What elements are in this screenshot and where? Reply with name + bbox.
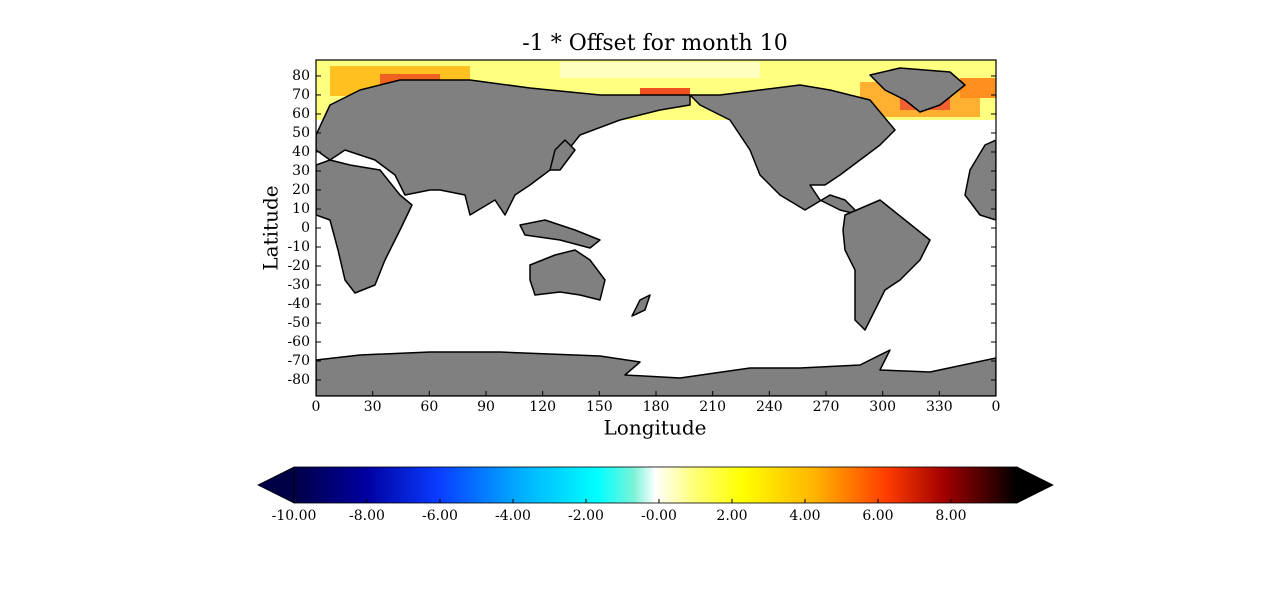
- y-tick-label: 20: [292, 182, 310, 198]
- x-tick-label: 180: [643, 399, 670, 415]
- colorbar: [257, 466, 1054, 504]
- y-tick-label: 70: [292, 87, 310, 103]
- y-tick-label: 50: [292, 125, 310, 141]
- colorbar-tick-label: 2.00: [716, 508, 747, 524]
- y-tick-label: -10: [287, 239, 310, 255]
- colorbar-tick-label: -2.00: [568, 508, 604, 524]
- x-tick-label: 0: [992, 399, 1001, 415]
- y-tick-label: 0: [301, 220, 310, 236]
- y-tick-label: 60: [292, 106, 310, 122]
- x-tick-label: 90: [477, 399, 495, 415]
- title: -1 * Offset for month 10: [522, 31, 787, 56]
- colorbar-tick-label: 6.00: [862, 508, 893, 524]
- y-tick-label: 80: [292, 68, 310, 84]
- x-tick-label: 30: [364, 399, 382, 415]
- x-tick-label: 150: [586, 399, 613, 415]
- x-tick-label: 270: [813, 399, 840, 415]
- x-axis-label: Longitude: [604, 416, 707, 440]
- y-tick-label: 30: [292, 163, 310, 179]
- colorbar-tick-label: -8.00: [349, 508, 385, 524]
- y-tick-label: -20: [287, 258, 310, 274]
- y-tick-label: 10: [292, 201, 310, 217]
- x-tick-label: 240: [756, 399, 783, 415]
- x-tick-label: 330: [926, 399, 953, 415]
- colorbar-tick-label: -0.00: [641, 508, 677, 524]
- colorbar-tick-label: 4.00: [789, 508, 820, 524]
- y-tick-label: -70: [287, 353, 310, 369]
- x-tick-label: 0: [312, 399, 321, 415]
- x-tick-label: 120: [529, 399, 556, 415]
- y-tick-label: -60: [287, 334, 310, 350]
- y-tick-label: -40: [287, 296, 310, 312]
- x-tick-label: 300: [869, 399, 896, 415]
- y-tick-label: -30: [287, 277, 310, 293]
- colorbar-tick-label: -10.00: [272, 508, 317, 524]
- y-axis-label: Latitude: [259, 185, 283, 270]
- y-tick-label: -50: [287, 315, 310, 331]
- colorbar-tick-label: -6.00: [422, 508, 458, 524]
- x-tick-label: 210: [699, 399, 726, 415]
- map: [316, 60, 996, 396]
- colorbar-tick-label: -4.00: [495, 508, 531, 524]
- y-tick-label: 40: [292, 144, 310, 160]
- x-tick-label: 60: [420, 399, 438, 415]
- colorbar-tick-label: 8.00: [935, 508, 966, 524]
- y-tick-label: -80: [287, 372, 310, 388]
